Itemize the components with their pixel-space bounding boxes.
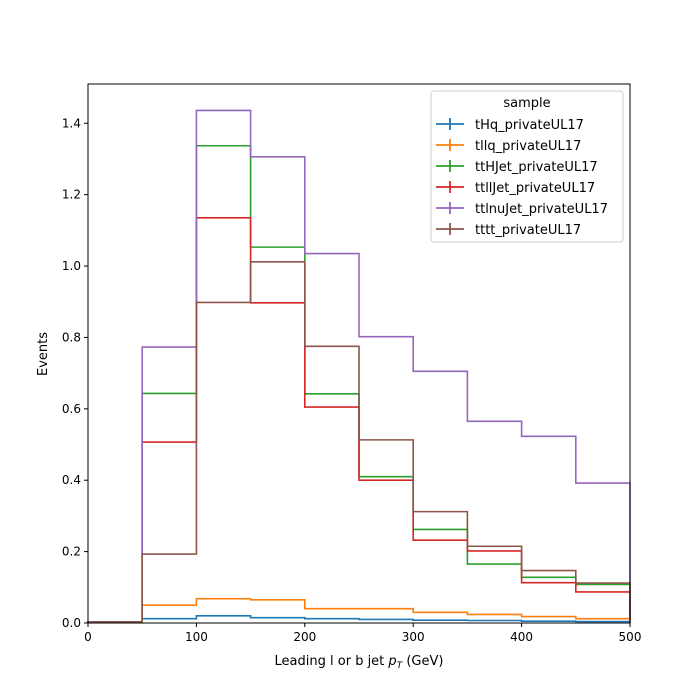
legend-entry-ttlnuJet_privateUL17: ttlnuJet_privateUL17 (436, 202, 608, 217)
legend-label: ttlnuJet_privateUL17 (475, 202, 608, 217)
x-tick-label: 300 (402, 630, 425, 644)
legend-label: tHq_privateUL17 (475, 118, 584, 133)
series-line-tHq_privateUL17 (87, 615, 631, 623)
x-axis-label: Leading l or b jet pT (GeV) (275, 654, 444, 671)
y-tick-label: 1.4 (62, 116, 81, 130)
x-tick-label: 500 (619, 630, 642, 644)
legend-label: ttllJet_privateUL17 (475, 181, 595, 196)
legend: sample tHq_privateUL17 tllq_privateUL17tt… (430, 90, 624, 243)
x-tick-label: 0 (84, 630, 92, 644)
x-tick-label: 200 (293, 630, 316, 644)
legend-label: tttt_privateUL17 (475, 223, 581, 238)
series-line-ttlnuJet_privateUL17 (87, 109, 631, 623)
x-axis-label-var: p (387, 654, 396, 669)
y-tick-label: 0.6 (62, 402, 81, 416)
y-tick-label: 1.0 (62, 259, 81, 273)
legend-entry-tHq_privateUL17: tHq_privateUL17 (436, 118, 584, 133)
x-axis-label-sub: T (397, 661, 404, 671)
plot-frame (87, 83, 631, 624)
y-tick-label: 0.0 (62, 616, 81, 630)
y-tick-label: 0.2 (62, 545, 81, 559)
y-tick-label: 0.4 (62, 473, 81, 487)
y-tick-label: 0.8 (62, 330, 81, 344)
x-tick-label: 100 (185, 630, 208, 644)
series-line-ttllJet_privateUL17 (87, 217, 631, 623)
y-tick-label: 1.2 (62, 188, 81, 202)
legend-title: sample (503, 96, 550, 111)
series-line-tllq_privateUL17 (87, 597, 631, 623)
legend-entry-ttHJet_privateUL17: ttHJet_privateUL17 (436, 160, 598, 175)
legend-label: ttHJet_privateUL17 (475, 160, 598, 175)
legend-entry-ttllJet_privateUL17: ttllJet_privateUL17 (436, 181, 595, 196)
series-layer (87, 109, 631, 623)
series-line-tttt_privateUL17 (87, 260, 631, 623)
y-axis-label: Events (36, 332, 51, 376)
x-tick-label: 400 (510, 630, 533, 644)
legend-entry-tttt_privateUL17: tttt_privateUL17 (436, 223, 581, 238)
x-axis-label-text: Leading l or b jet (275, 654, 385, 669)
x-axis-label-unit: (GeV) (406, 654, 443, 669)
legend-entry-tllq_privateUL17: tllq_privateUL17 (436, 139, 581, 154)
legend-box (430, 90, 624, 243)
legend-entries: tHq_privateUL17 tllq_privateUL17 ttHJet_pr… (436, 118, 608, 238)
axes-layer: 0 100 200 300 400 500 0.0 0.2 0.4 0.6 0.8 1.0 1.2 1.4 (62, 116, 642, 644)
legend-label: tllq_privateUL17 (475, 139, 581, 154)
